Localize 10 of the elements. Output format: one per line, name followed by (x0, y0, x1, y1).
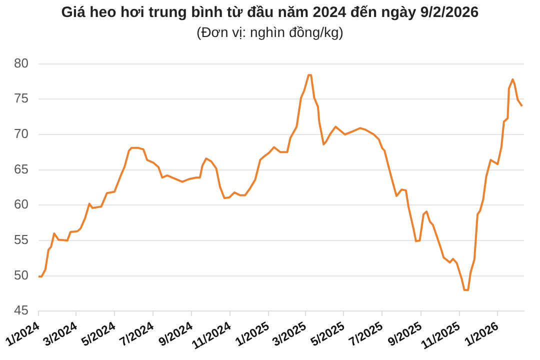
y-tick-label: 65 (14, 161, 28, 176)
y-tick-label: 60 (14, 196, 28, 212)
chart-subtitle: (Đơn vị: nghìn đồng/kg) (196, 24, 344, 40)
y-tick-label: 45 (14, 302, 28, 318)
y-tick-label: 75 (14, 90, 28, 106)
y-tick-label: 70 (14, 126, 28, 142)
y-tick-label: 55 (14, 232, 28, 248)
y-tick-label: 80 (14, 55, 28, 70)
y-tick-label: 50 (14, 267, 28, 282)
chart-title: Giá heo hơi trung bình từ đầu năm 2024 đến ngày 9/2/2026 (60, 4, 480, 21)
